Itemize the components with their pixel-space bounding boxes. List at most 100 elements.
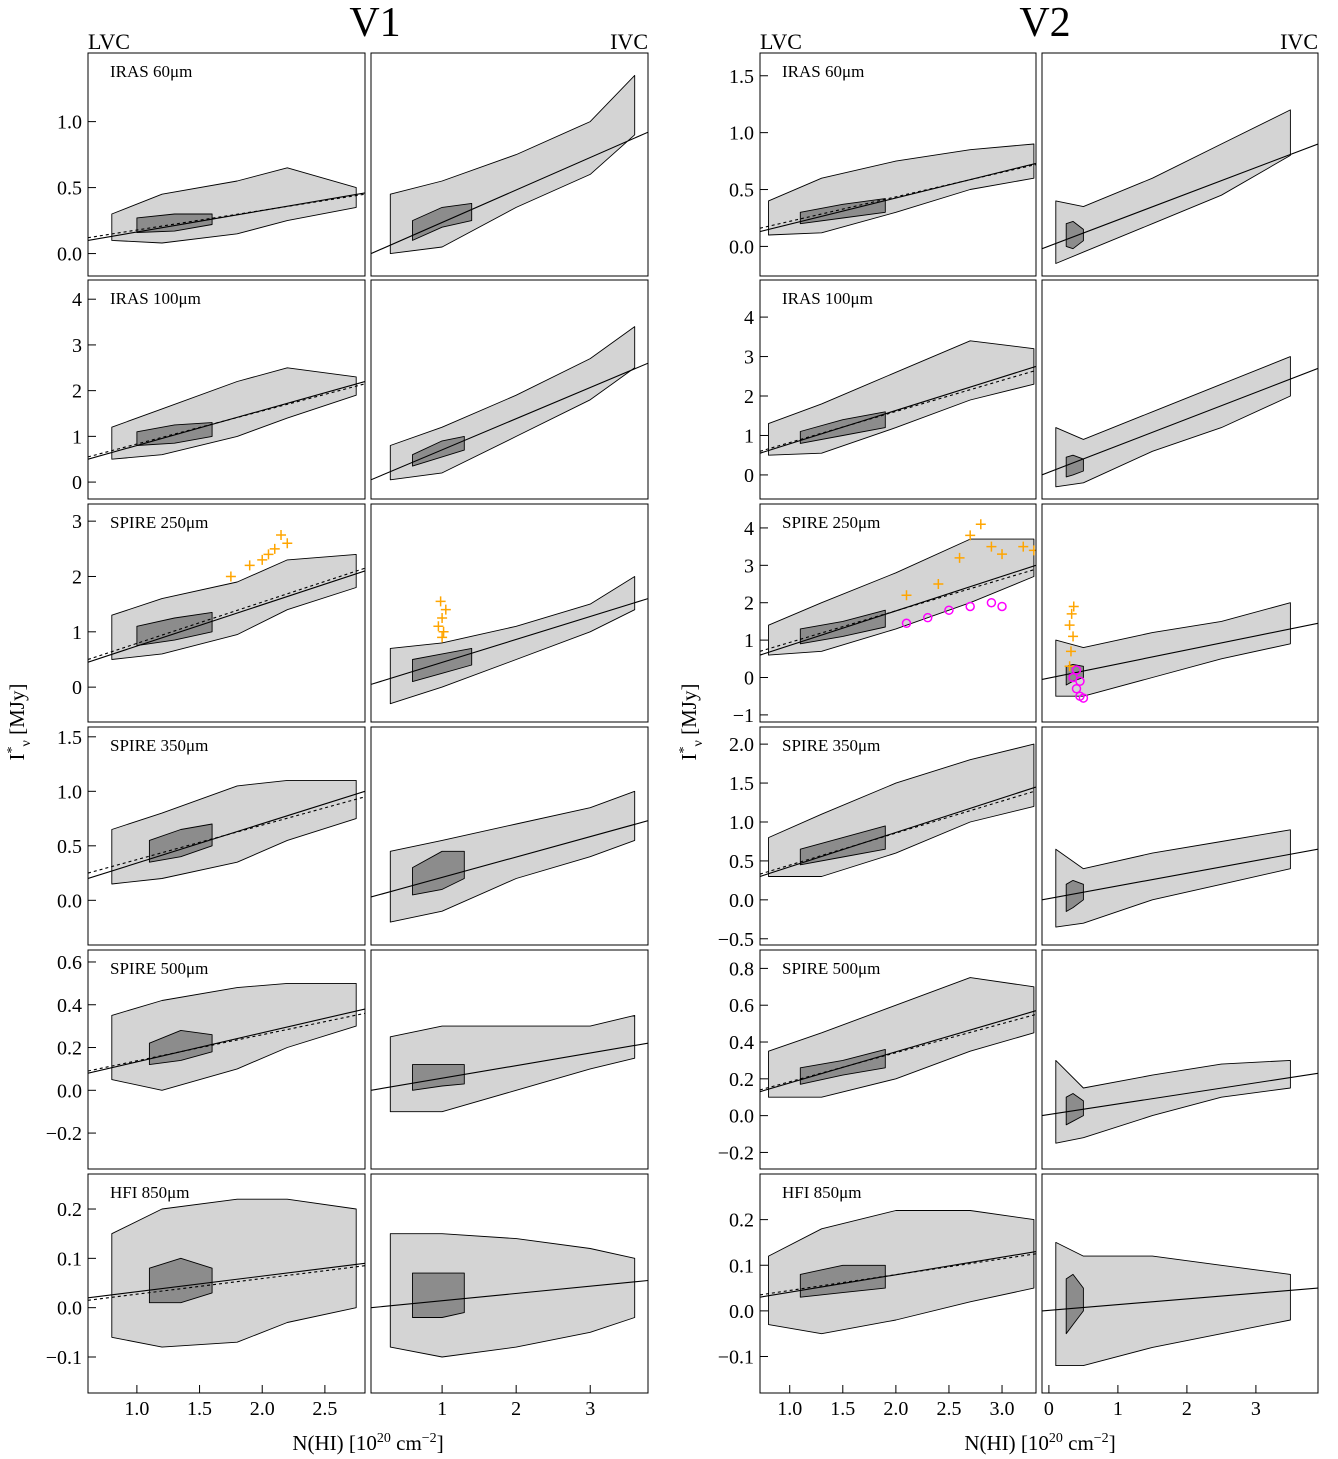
fit-line-dashed (88, 1265, 365, 1301)
y-tick-label: 0.2 (57, 1038, 82, 1060)
x-tick-label: 3 (1251, 1398, 1261, 1420)
y-tick-label: 1 (744, 425, 754, 447)
y-tick-label: 0.5 (729, 180, 754, 202)
x-axis-label-part: 20 (1049, 1431, 1063, 1446)
y-tick-label: 1.5 (729, 773, 754, 795)
x-axis-label-part: ] (437, 1431, 444, 1455)
panel (760, 1210, 1036, 1335)
x-axis-label-part: N(HI) [10 (964, 1431, 1049, 1455)
y-tick-label: 0.5 (729, 851, 754, 873)
panel-label: IRAS 60μm (782, 62, 864, 81)
density-cloud (1055, 602, 1291, 697)
point (933, 579, 944, 590)
y-tick-label: 2 (72, 566, 82, 588)
point (1071, 665, 1082, 675)
panel-label: SPIRE 500μm (782, 959, 880, 978)
y-tick-label: 3 (72, 335, 82, 357)
x-axis-label-part: 20 (377, 1431, 391, 1446)
y-axis-label-part: * (5, 746, 20, 753)
density-core (148, 823, 213, 863)
y-tick-label: 1.5 (57, 727, 82, 749)
x-axis-label-part: −2 (1094, 1431, 1109, 1446)
density-cloud (111, 982, 357, 1091)
fit-line (88, 570, 365, 663)
y-tick-label: 0.4 (57, 995, 82, 1017)
panel (88, 367, 365, 460)
fit-line (371, 598, 648, 685)
panel (760, 143, 1036, 236)
panel-frame (87, 949, 366, 1170)
y-tick-label: 1 (72, 622, 82, 644)
density-core (412, 1064, 465, 1091)
panel (1042, 829, 1318, 928)
fit-line (88, 192, 365, 241)
y-tick-label: −0.1 (718, 1347, 754, 1369)
panel-frame (87, 1173, 366, 1394)
panel-frame (759, 503, 1037, 723)
x-tick-label: 1.5 (187, 1398, 212, 1420)
y-tick-label: 1 (72, 426, 82, 448)
density-core (1065, 1273, 1084, 1335)
point (276, 529, 287, 540)
panel-frame (759, 949, 1037, 1170)
y-tick-label: 0.2 (729, 1210, 754, 1232)
density-cloud (111, 367, 357, 460)
y-tick-label: 4 (744, 307, 754, 329)
column-label: LVC (760, 29, 802, 54)
point (954, 552, 965, 563)
y-tick-label: 0.0 (729, 236, 754, 258)
panel-frame (1041, 279, 1319, 500)
column-label: IVC (1280, 29, 1318, 54)
y-tick-label: 0.0 (57, 1080, 82, 1102)
x-tick-label: 2 (511, 1398, 521, 1420)
panel-frame (1041, 1173, 1319, 1394)
panel (371, 1014, 648, 1113)
point (1028, 545, 1036, 556)
fit-line (760, 564, 1036, 656)
y-tick-label: 0.4 (729, 1032, 754, 1054)
point (435, 596, 446, 607)
panel (371, 576, 648, 705)
density-cloud (1055, 356, 1291, 488)
panel-label: SPIRE 500μm (110, 959, 208, 978)
x-axis-label-part: cm (1063, 1431, 1094, 1455)
panel (371, 326, 648, 481)
y-axis-label-part: [MJy] (5, 684, 29, 741)
density-core (148, 1029, 213, 1066)
panel (760, 977, 1036, 1098)
x-tick-label: 2.0 (883, 1398, 908, 1420)
y-axis-label-part: I (677, 753, 701, 760)
panel (88, 779, 365, 885)
panel-frame (759, 726, 1037, 946)
density-core (1065, 879, 1084, 912)
panel-frame (759, 1173, 1037, 1394)
y-tick-label: 0.6 (57, 952, 82, 974)
panel-label: SPIRE 350μm (110, 736, 208, 755)
point (437, 612, 448, 623)
x-tick-label: 2 (1182, 1398, 1192, 1420)
y-tick-label: 4 (72, 289, 82, 311)
fit-line (1042, 1287, 1318, 1312)
point (225, 571, 236, 582)
point (438, 626, 449, 637)
density-cloud (389, 1233, 636, 1358)
fit-line (88, 790, 365, 880)
fit-line (760, 786, 1036, 878)
fit-line (371, 820, 648, 898)
point (922, 612, 933, 623)
point (1064, 661, 1075, 672)
x-tick-label: 1 (1113, 1398, 1123, 1420)
density-core (412, 1272, 465, 1318)
point (282, 538, 293, 549)
y-tick-label: 0.0 (57, 1298, 82, 1320)
point (997, 601, 1007, 612)
density-core (412, 850, 465, 896)
panel-label: SPIRE 250μm (110, 513, 208, 532)
fit-line-dashed (88, 193, 365, 239)
y-tick-label: 0.1 (729, 1255, 754, 1277)
y-axis-label: I*ν [MJy] (677, 684, 706, 761)
y-tick-label: 0 (744, 465, 754, 487)
point (901, 618, 912, 629)
panel-frame (87, 279, 366, 500)
y-axis-label-part: ν (19, 740, 34, 746)
